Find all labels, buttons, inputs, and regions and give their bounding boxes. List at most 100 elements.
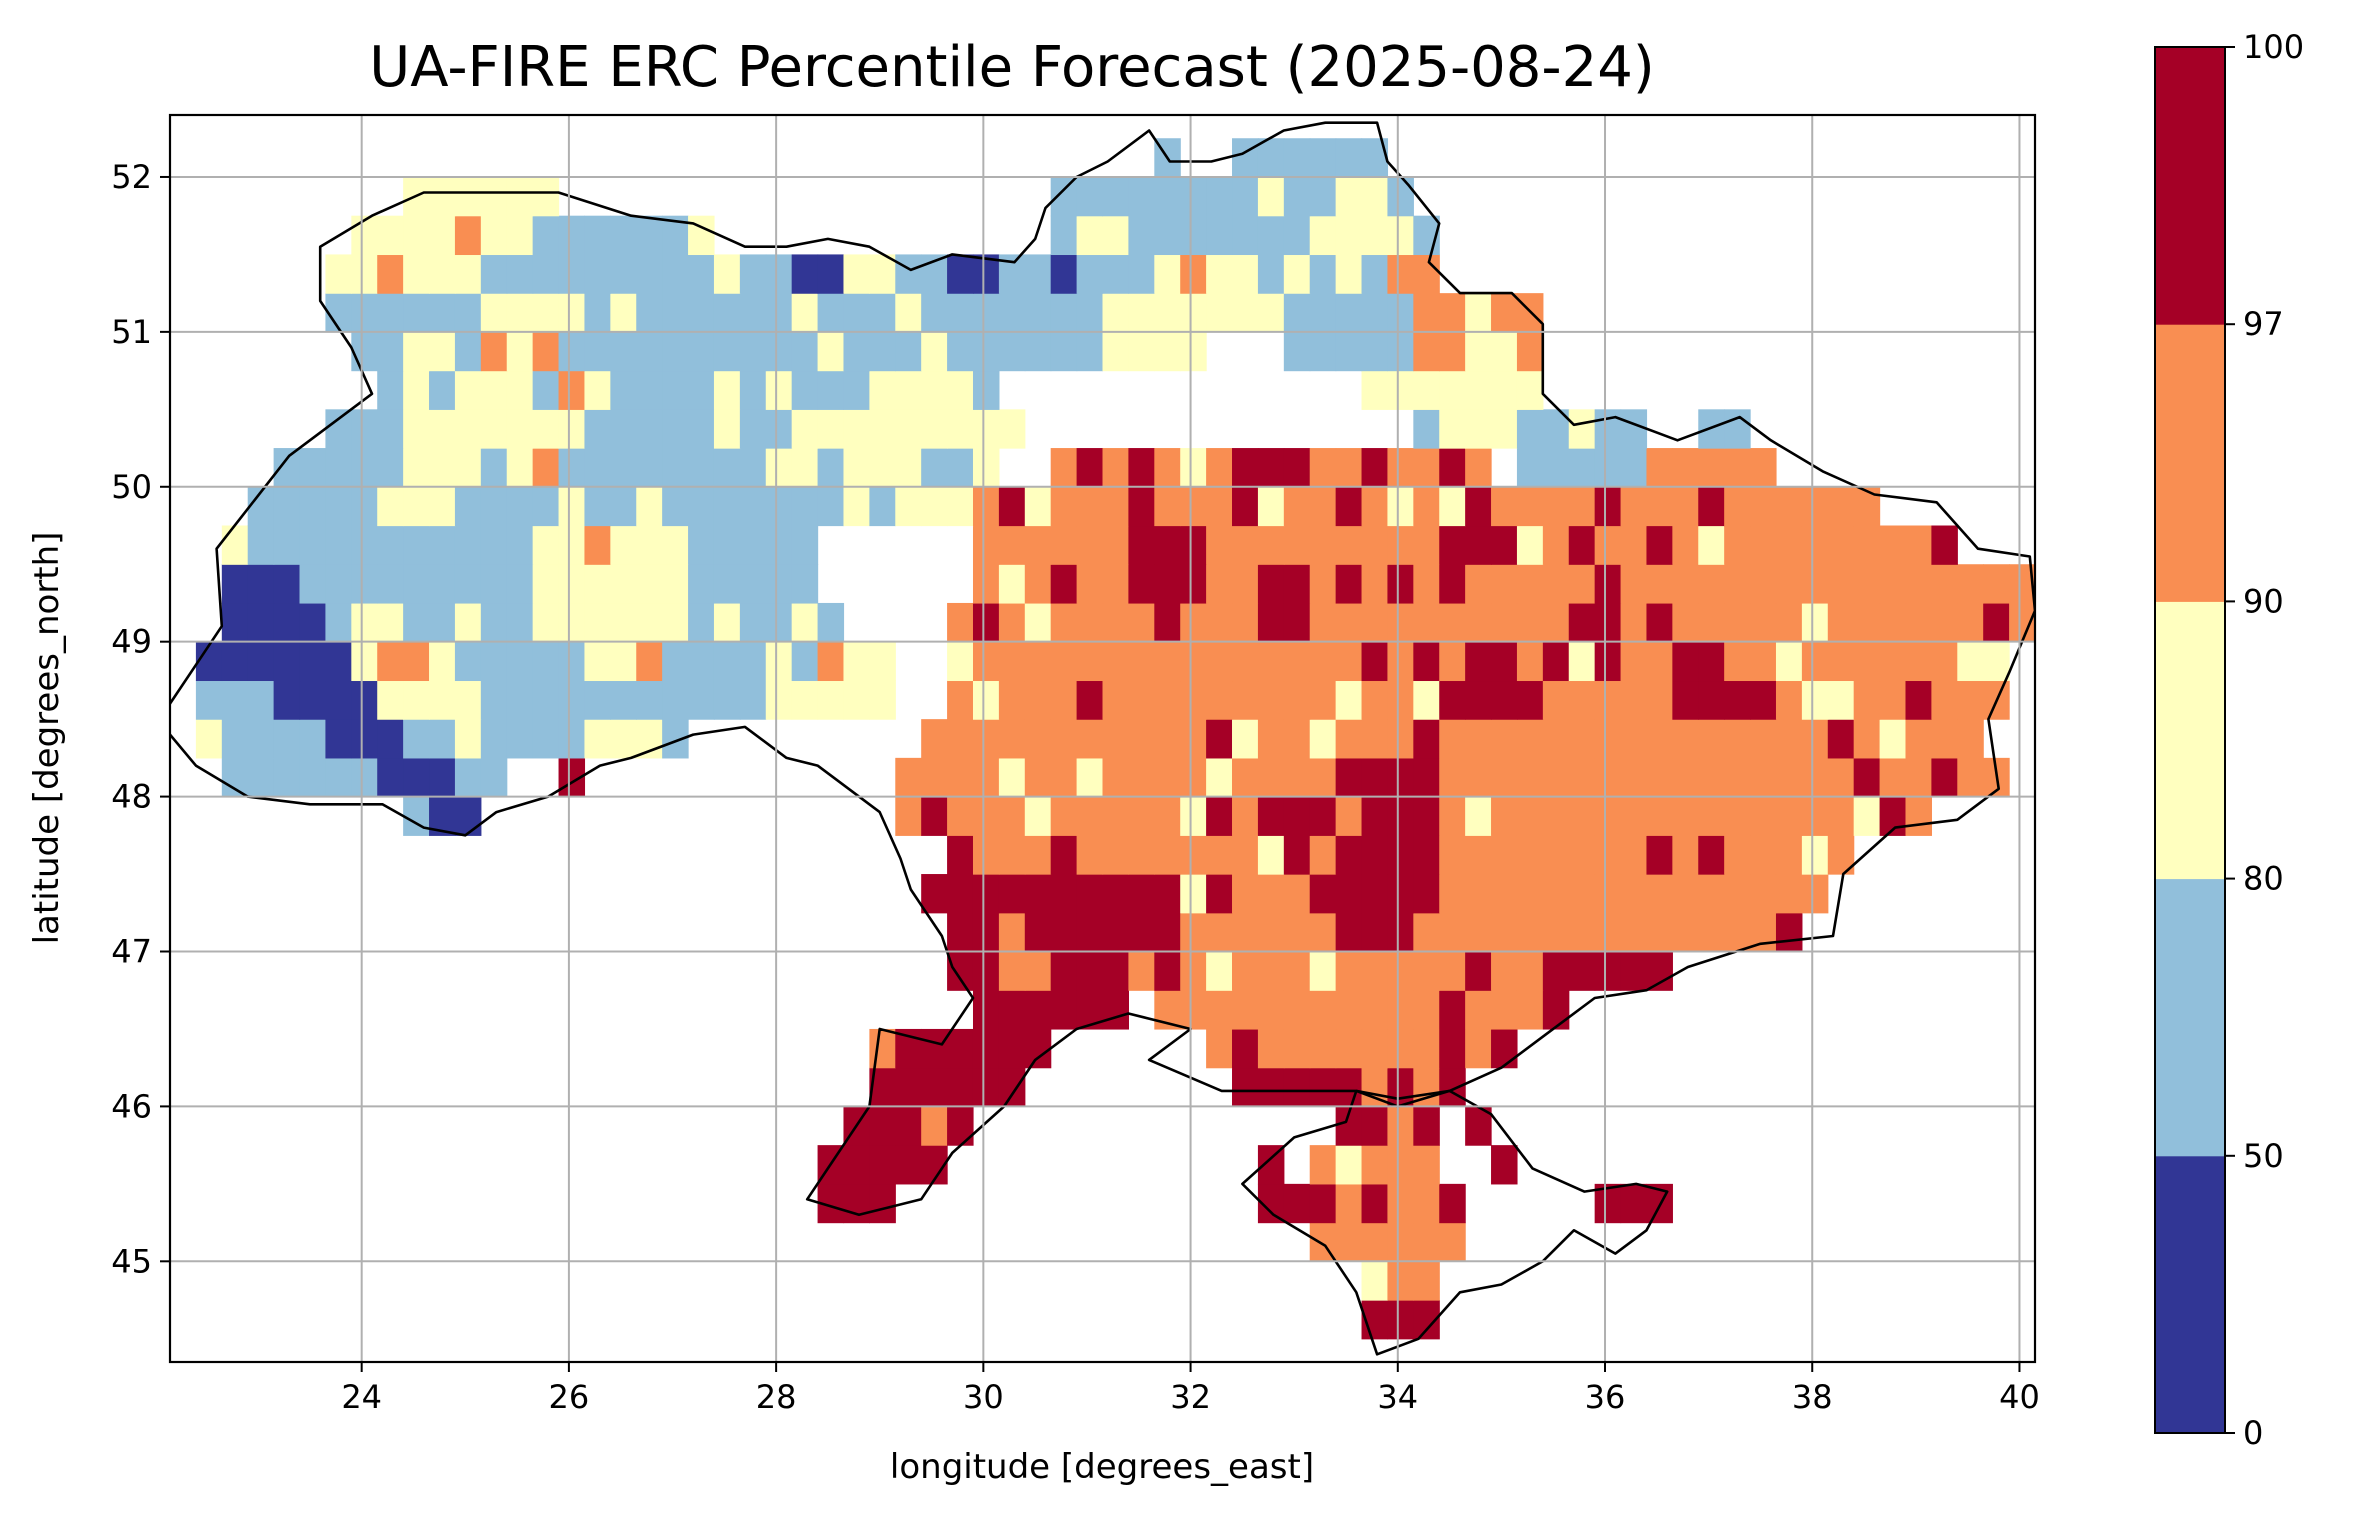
erc-cell bbox=[299, 719, 327, 759]
erc-cell bbox=[1387, 486, 1414, 527]
erc-cell bbox=[921, 1106, 948, 1146]
erc-cell bbox=[636, 525, 663, 565]
erc-cell bbox=[1335, 835, 1363, 875]
erc-cell bbox=[636, 370, 663, 410]
erc-cell bbox=[1309, 990, 1337, 1030]
erc-cell bbox=[1620, 719, 1648, 759]
erc-cell bbox=[947, 254, 974, 294]
erc-cell bbox=[1128, 874, 1155, 914]
erc-cell bbox=[1102, 990, 1129, 1030]
erc-cell bbox=[1050, 835, 1078, 875]
erc-cell bbox=[947, 486, 974, 527]
erc-cell bbox=[1750, 602, 1777, 643]
erc-cell bbox=[1465, 990, 1492, 1030]
erc-cell bbox=[1465, 796, 1492, 836]
erc-cell bbox=[1257, 719, 1285, 759]
erc-cell bbox=[1283, 448, 1311, 488]
erc-cell bbox=[1827, 719, 1855, 759]
erc-cell bbox=[584, 409, 611, 449]
erc-cell bbox=[1180, 254, 1207, 294]
erc-cell bbox=[1024, 912, 1052, 953]
erc-cell bbox=[947, 719, 974, 759]
erc-cell bbox=[610, 331, 637, 372]
erc-cell bbox=[403, 641, 430, 682]
erc-cell bbox=[972, 641, 1000, 682]
erc-cell bbox=[1491, 680, 1518, 720]
erc-cell bbox=[403, 215, 430, 256]
erc-cell bbox=[1724, 719, 1751, 759]
erc-cell bbox=[1568, 719, 1596, 759]
erc-cell bbox=[688, 525, 715, 565]
erc-cell bbox=[1335, 680, 1363, 720]
erc-cell bbox=[377, 564, 404, 604]
erc-cell bbox=[1154, 525, 1181, 565]
erc-cell bbox=[636, 486, 663, 527]
erc-cell bbox=[1698, 486, 1725, 527]
erc-cell bbox=[377, 448, 404, 488]
erc-cell bbox=[1335, 1222, 1363, 1262]
erc-cell bbox=[1076, 796, 1104, 836]
erc-cell bbox=[1309, 1145, 1337, 1185]
erc-cell bbox=[921, 719, 948, 759]
erc-cell bbox=[972, 331, 1000, 372]
erc-cell bbox=[998, 641, 1026, 682]
erc-cell bbox=[843, 331, 870, 372]
erc-cell bbox=[1672, 448, 1699, 488]
erc-cell bbox=[895, 293, 922, 333]
erc-cell bbox=[947, 448, 974, 488]
erc-cell bbox=[1568, 680, 1596, 720]
erc-cell bbox=[480, 215, 508, 256]
erc-cell bbox=[454, 602, 482, 643]
erc-cell bbox=[1154, 564, 1181, 604]
erc-cell bbox=[1361, 835, 1389, 875]
erc-cell bbox=[1387, 525, 1414, 565]
erc-cell bbox=[1076, 331, 1104, 372]
erc-cell bbox=[351, 409, 378, 449]
erc-cell bbox=[221, 719, 249, 759]
erc-cell bbox=[429, 448, 456, 488]
erc-cell bbox=[972, 990, 1000, 1030]
erc-cell bbox=[1283, 1183, 1311, 1224]
erc-cell bbox=[299, 641, 327, 682]
erc-cell bbox=[1439, 719, 1466, 759]
erc-cell bbox=[1620, 757, 1648, 798]
erc-cell bbox=[895, 254, 922, 294]
erc-cell bbox=[921, 370, 948, 410]
erc-cell bbox=[1672, 486, 1699, 527]
erc-cell bbox=[1801, 641, 1829, 682]
erc-cell bbox=[247, 602, 275, 643]
erc-cell bbox=[1283, 176, 1311, 217]
erc-cell bbox=[1439, 1028, 1466, 1069]
erc-cell bbox=[325, 409, 352, 449]
erc-cell bbox=[1905, 757, 1932, 798]
erc-cell bbox=[1283, 293, 1311, 333]
erc-cell bbox=[1361, 564, 1389, 604]
colorbar-tick-label: 90 bbox=[2243, 582, 2284, 620]
erc-cell bbox=[1335, 564, 1363, 604]
erc-cell bbox=[351, 680, 378, 720]
erc-cell bbox=[1905, 525, 1932, 565]
erc-cell bbox=[1724, 409, 1751, 449]
erc-cell bbox=[1361, 719, 1389, 759]
erc-cell bbox=[1491, 796, 1518, 836]
erc-cell bbox=[1672, 757, 1699, 798]
erc-cell bbox=[1775, 564, 1803, 604]
erc-cell bbox=[610, 486, 637, 527]
erc-cell bbox=[1957, 641, 1984, 682]
erc-cell bbox=[1465, 757, 1492, 798]
y-tick-label: 47 bbox=[111, 932, 152, 970]
erc-cell bbox=[1076, 641, 1104, 682]
erc-cell bbox=[1413, 874, 1440, 914]
erc-cell bbox=[843, 680, 870, 720]
erc-cell bbox=[1180, 912, 1207, 953]
erc-cell bbox=[1542, 757, 1570, 798]
colorbar-segment bbox=[2155, 1155, 2225, 1434]
erc-cell bbox=[1387, 293, 1414, 333]
erc-cell bbox=[1154, 293, 1181, 333]
erc-cell bbox=[1413, 1028, 1440, 1069]
erc-cell bbox=[791, 293, 819, 333]
erc-cell bbox=[895, 331, 922, 372]
erc-cell bbox=[1672, 525, 1699, 565]
erc-cell bbox=[1387, 680, 1414, 720]
erc-cell bbox=[1387, 564, 1414, 604]
